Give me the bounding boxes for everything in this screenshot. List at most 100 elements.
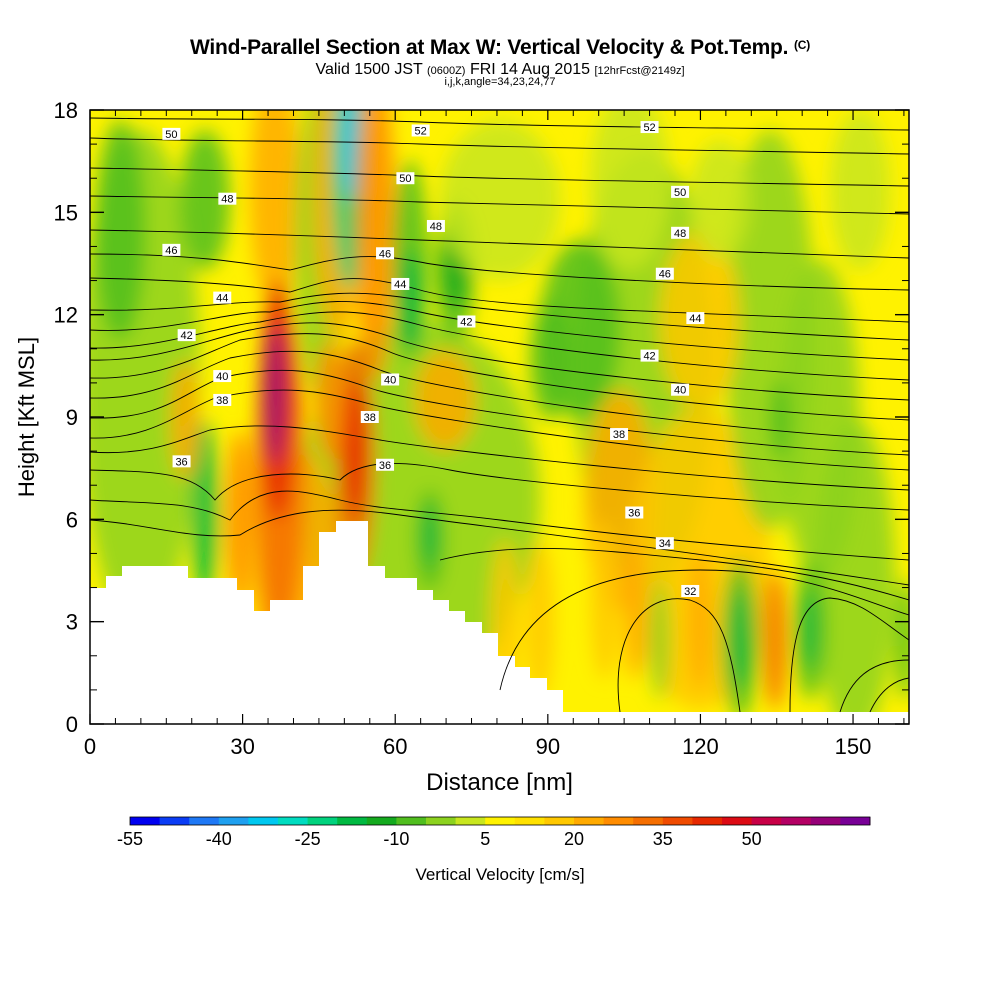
isentrope-line (90, 333, 909, 421)
isentrope-line (90, 322, 909, 401)
velocity-cell (591, 520, 619, 680)
isentrope-label-box (671, 185, 690, 198)
colorbar-swatch (722, 817, 753, 825)
isentrope-line (90, 167, 909, 187)
colorbar-swatch (485, 817, 516, 825)
isentrope-line (617, 598, 741, 713)
colorbar-tick-label: 50 (742, 829, 762, 849)
velocity-cell (440, 120, 560, 280)
colorbar-tick-label: -40 (206, 829, 232, 849)
isentrope-label: 42 (460, 316, 472, 328)
isentrope-line (789, 597, 909, 713)
colorbar-swatch (751, 817, 782, 825)
x-axis-label: Distance [nm] (426, 769, 573, 796)
velocity-cell (526, 540, 554, 700)
isentrope-label-box (162, 243, 181, 256)
velocity-cell (690, 140, 750, 260)
velocity-cell (95, 120, 145, 340)
velocity-cell (180, 130, 230, 270)
colorbar-swatch (692, 817, 723, 825)
colorbar-tick-label: -55 (117, 829, 143, 849)
colorbar-swatch (633, 817, 664, 825)
isentrope-label: 36 (379, 460, 391, 472)
colorbar-tick-label: -25 (295, 829, 321, 849)
x-tick-label: 60 (383, 734, 407, 759)
isentrope-label: 48 (430, 221, 442, 233)
colorbar-swatch (307, 817, 338, 825)
isentrope-label: 46 (659, 269, 671, 281)
colorbar-swatch (514, 817, 545, 825)
isentrope-line (90, 463, 909, 511)
isentrope-label-box (213, 291, 232, 304)
subtitle-utc: (0600Z) (426, 65, 466, 77)
isentrope-label: 36 (628, 508, 640, 520)
isentrope-label-box (360, 411, 379, 423)
isentrope-line (439, 548, 909, 601)
colorbar-swatch (396, 817, 427, 825)
terrain (90, 521, 909, 724)
colorbar-tick-label: 20 (564, 829, 584, 849)
isentrope-label: 40 (216, 371, 228, 383)
colorbar-swatch (574, 817, 605, 825)
isentrope-label: 50 (674, 187, 686, 199)
colorbar-tick-label: 35 (653, 829, 673, 849)
velocity-cell (415, 350, 475, 450)
y-tick-label: 0 (66, 712, 78, 737)
velocity-cell (763, 570, 787, 710)
x-tick-label: 90 (536, 734, 560, 759)
isentrope-line (839, 659, 909, 713)
x-tick-label: 120 (682, 734, 719, 759)
colorbar-swatch (781, 817, 812, 825)
isentrope-line (869, 677, 909, 713)
isentrope-label: 42 (181, 330, 193, 342)
isentrope-label: 38 (216, 395, 228, 407)
isentrope-label: 48 (221, 194, 233, 206)
isentrope-label-box (426, 219, 445, 232)
colorbar-frame (129, 816, 871, 826)
colorbar-tick-label: -10 (383, 829, 409, 849)
isentrope-label: 34 (659, 538, 671, 550)
isentrope-label-box (381, 373, 400, 386)
chart-title-unit: (C) (793, 38, 811, 52)
isentrope-line (90, 369, 909, 456)
x-tick-label: 30 (230, 734, 254, 759)
chart-title-text: Wind-Parallel Section at Max W: Vertical… (189, 36, 789, 59)
chart-subtitle: Valid 1500 JST (0600Z) FRI 14 Aug 2015 [… (0, 61, 1000, 79)
isentrope-label-box (162, 127, 181, 140)
isentrope-label-box (411, 124, 430, 137)
colorbar-tick-label: 5 (480, 829, 490, 849)
y-tick-label: 6 (66, 507, 78, 532)
y-axis-label: Height [Kft MSL] (14, 337, 39, 497)
velocity-cell (590, 110, 670, 270)
colorbar-swatch (603, 817, 634, 825)
velocity-cell (802, 590, 818, 670)
y-tick-label: 9 (66, 405, 78, 430)
colorbar-swatch (130, 817, 161, 825)
y-tick-label: 18 (54, 98, 78, 123)
colorbar-swatch (366, 817, 397, 825)
colorbar-swatch (840, 817, 871, 825)
x-tick-label: 150 (835, 734, 872, 759)
colorbar-swatch (189, 817, 220, 825)
velocity-cell (171, 360, 199, 480)
isentrope-label: 46 (379, 248, 391, 260)
isentrope-line (90, 117, 909, 131)
velocity-cell (770, 380, 790, 460)
isentrope-line (90, 389, 909, 471)
isentrope-label: 44 (394, 279, 406, 291)
isentrope-label: 42 (643, 351, 655, 363)
velocity-cell (250, 110, 300, 310)
isentrope-label-box (177, 329, 196, 342)
isentrope-label: 38 (613, 429, 625, 441)
colorbar-swatch (662, 817, 693, 825)
colorbar-swatch (278, 817, 309, 825)
y-tick-label: 3 (66, 610, 78, 635)
isentrope-label: 32 (684, 586, 696, 598)
isentrope-label: 44 (216, 293, 228, 305)
velocity-cell (226, 430, 254, 610)
colorbar-swatch (810, 817, 841, 825)
subtitle-date: FRI 14 Aug 2015 (469, 61, 591, 78)
isentrope-line (90, 350, 909, 441)
chart-params: i,j,k,angle=34,23,24,77 (444, 76, 556, 88)
